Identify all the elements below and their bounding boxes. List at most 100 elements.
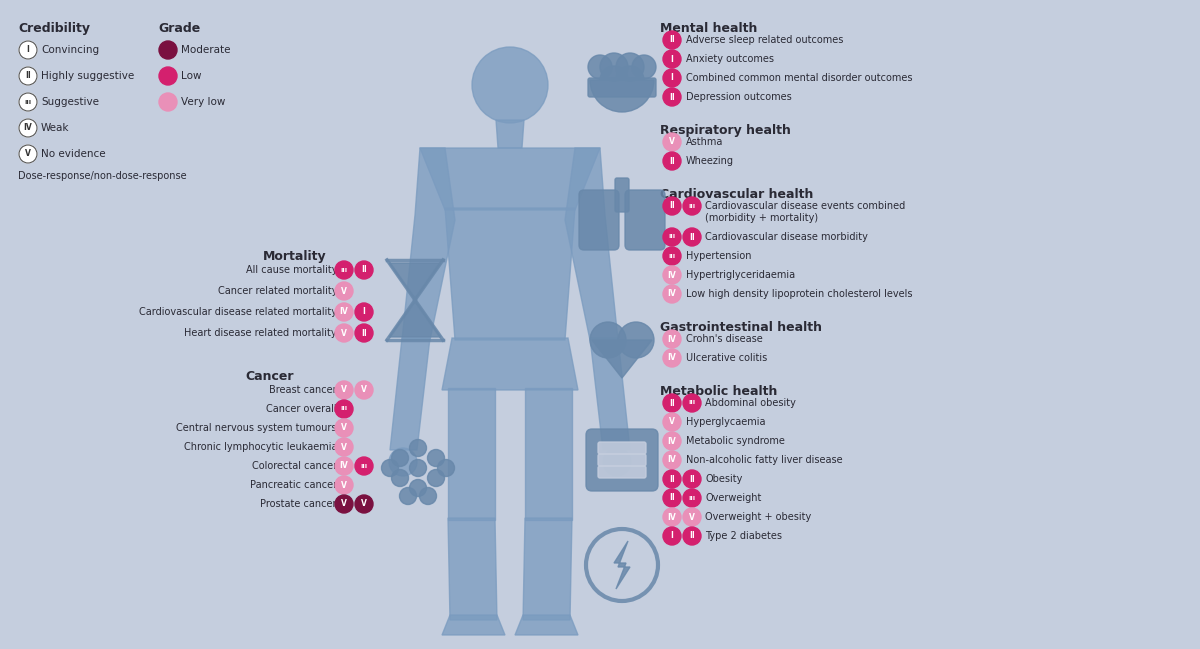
Text: Combined common mental disorder outcomes: Combined common mental disorder outcomes xyxy=(686,73,912,83)
Text: V: V xyxy=(670,138,674,147)
Text: II: II xyxy=(361,328,367,337)
Text: Wheezing: Wheezing xyxy=(686,156,734,166)
Text: II: II xyxy=(670,398,674,408)
Text: Overweight: Overweight xyxy=(706,493,761,503)
Text: II: II xyxy=(670,201,674,210)
Text: Ulcerative colitis: Ulcerative colitis xyxy=(686,353,767,363)
Text: Anxiety outcomes: Anxiety outcomes xyxy=(686,54,774,64)
Circle shape xyxy=(683,197,701,215)
Circle shape xyxy=(662,31,682,49)
Text: Low high density lipoprotein cholesterol levels: Low high density lipoprotein cholesterol… xyxy=(686,289,912,299)
Circle shape xyxy=(355,457,373,475)
Circle shape xyxy=(618,322,654,358)
Text: II: II xyxy=(689,532,695,541)
Polygon shape xyxy=(442,615,505,635)
Circle shape xyxy=(662,394,682,412)
Circle shape xyxy=(335,476,353,494)
Circle shape xyxy=(355,261,373,279)
Circle shape xyxy=(420,487,437,504)
Circle shape xyxy=(355,381,373,399)
Circle shape xyxy=(662,330,682,348)
Text: III: III xyxy=(689,400,696,406)
Text: IV: IV xyxy=(667,456,677,465)
Text: IV: IV xyxy=(667,271,677,280)
Text: Metabolic syndrome: Metabolic syndrome xyxy=(686,436,785,446)
FancyBboxPatch shape xyxy=(598,442,646,454)
Text: II: II xyxy=(689,232,695,241)
Circle shape xyxy=(400,487,416,504)
Polygon shape xyxy=(526,388,572,520)
Text: I: I xyxy=(362,308,366,317)
Text: III: III xyxy=(689,495,696,500)
Text: Cardiovascular disease related mortality: Cardiovascular disease related mortality xyxy=(139,307,337,317)
Circle shape xyxy=(335,495,353,513)
FancyBboxPatch shape xyxy=(625,190,665,250)
Text: Respiratory health: Respiratory health xyxy=(660,124,791,137)
Text: Pancreatic cancer: Pancreatic cancer xyxy=(250,480,337,490)
Circle shape xyxy=(355,495,373,513)
Text: Hyperglycaemia: Hyperglycaemia xyxy=(686,417,766,427)
Text: V: V xyxy=(341,424,347,432)
Text: Breast cancer: Breast cancer xyxy=(269,385,337,395)
Polygon shape xyxy=(389,300,442,337)
Circle shape xyxy=(409,459,426,476)
Circle shape xyxy=(662,197,682,215)
FancyBboxPatch shape xyxy=(580,190,619,250)
Text: All cause mortality: All cause mortality xyxy=(246,265,337,275)
Circle shape xyxy=(662,133,682,151)
Circle shape xyxy=(409,480,426,496)
Text: Depression outcomes: Depression outcomes xyxy=(686,92,792,102)
Circle shape xyxy=(409,439,426,456)
Text: Overweight + obesity: Overweight + obesity xyxy=(706,512,811,522)
Text: Grade: Grade xyxy=(158,22,200,35)
Text: Asthma: Asthma xyxy=(686,137,724,147)
Text: Suggestive: Suggestive xyxy=(41,97,98,107)
Text: Cardiovascular disease events combined: Cardiovascular disease events combined xyxy=(706,201,905,211)
Text: Cardiovascular health: Cardiovascular health xyxy=(660,188,814,201)
Polygon shape xyxy=(614,541,630,589)
Text: IV: IV xyxy=(340,308,348,317)
Circle shape xyxy=(662,69,682,87)
Text: Mental health: Mental health xyxy=(660,22,757,35)
FancyBboxPatch shape xyxy=(586,429,658,491)
Circle shape xyxy=(19,41,37,59)
Text: II: II xyxy=(670,493,674,502)
Text: V: V xyxy=(341,286,347,295)
Polygon shape xyxy=(442,338,578,390)
Circle shape xyxy=(683,508,701,526)
Wedge shape xyxy=(616,66,644,80)
Text: Credibility: Credibility xyxy=(18,22,90,35)
Circle shape xyxy=(389,448,418,476)
Circle shape xyxy=(683,394,701,412)
Text: IV: IV xyxy=(340,461,348,471)
Polygon shape xyxy=(515,615,578,635)
Circle shape xyxy=(335,381,353,399)
Circle shape xyxy=(662,508,682,526)
Text: IV: IV xyxy=(667,289,677,299)
Circle shape xyxy=(19,145,37,163)
Circle shape xyxy=(335,282,353,300)
Circle shape xyxy=(616,53,644,81)
Circle shape xyxy=(335,457,353,475)
Text: Crohn's disease: Crohn's disease xyxy=(686,334,763,344)
Circle shape xyxy=(590,322,626,358)
Circle shape xyxy=(683,470,701,488)
Circle shape xyxy=(662,349,682,367)
Polygon shape xyxy=(390,338,430,450)
Text: Convincing: Convincing xyxy=(41,45,100,55)
Text: Cardiovascular disease morbidity: Cardiovascular disease morbidity xyxy=(706,232,868,242)
Circle shape xyxy=(683,527,701,545)
Text: Adverse sleep related outcomes: Adverse sleep related outcomes xyxy=(686,35,844,45)
Circle shape xyxy=(335,400,353,418)
Text: III: III xyxy=(689,204,696,208)
Text: Type 2 diabetes: Type 2 diabetes xyxy=(706,531,782,541)
Text: V: V xyxy=(361,500,367,509)
Polygon shape xyxy=(402,148,455,340)
Text: Obesity: Obesity xyxy=(706,474,743,484)
Text: III: III xyxy=(341,267,348,273)
Circle shape xyxy=(662,152,682,170)
Circle shape xyxy=(382,459,398,476)
Circle shape xyxy=(588,55,612,79)
Circle shape xyxy=(662,527,682,545)
Text: Gastrointestinal health: Gastrointestinal health xyxy=(660,321,822,334)
